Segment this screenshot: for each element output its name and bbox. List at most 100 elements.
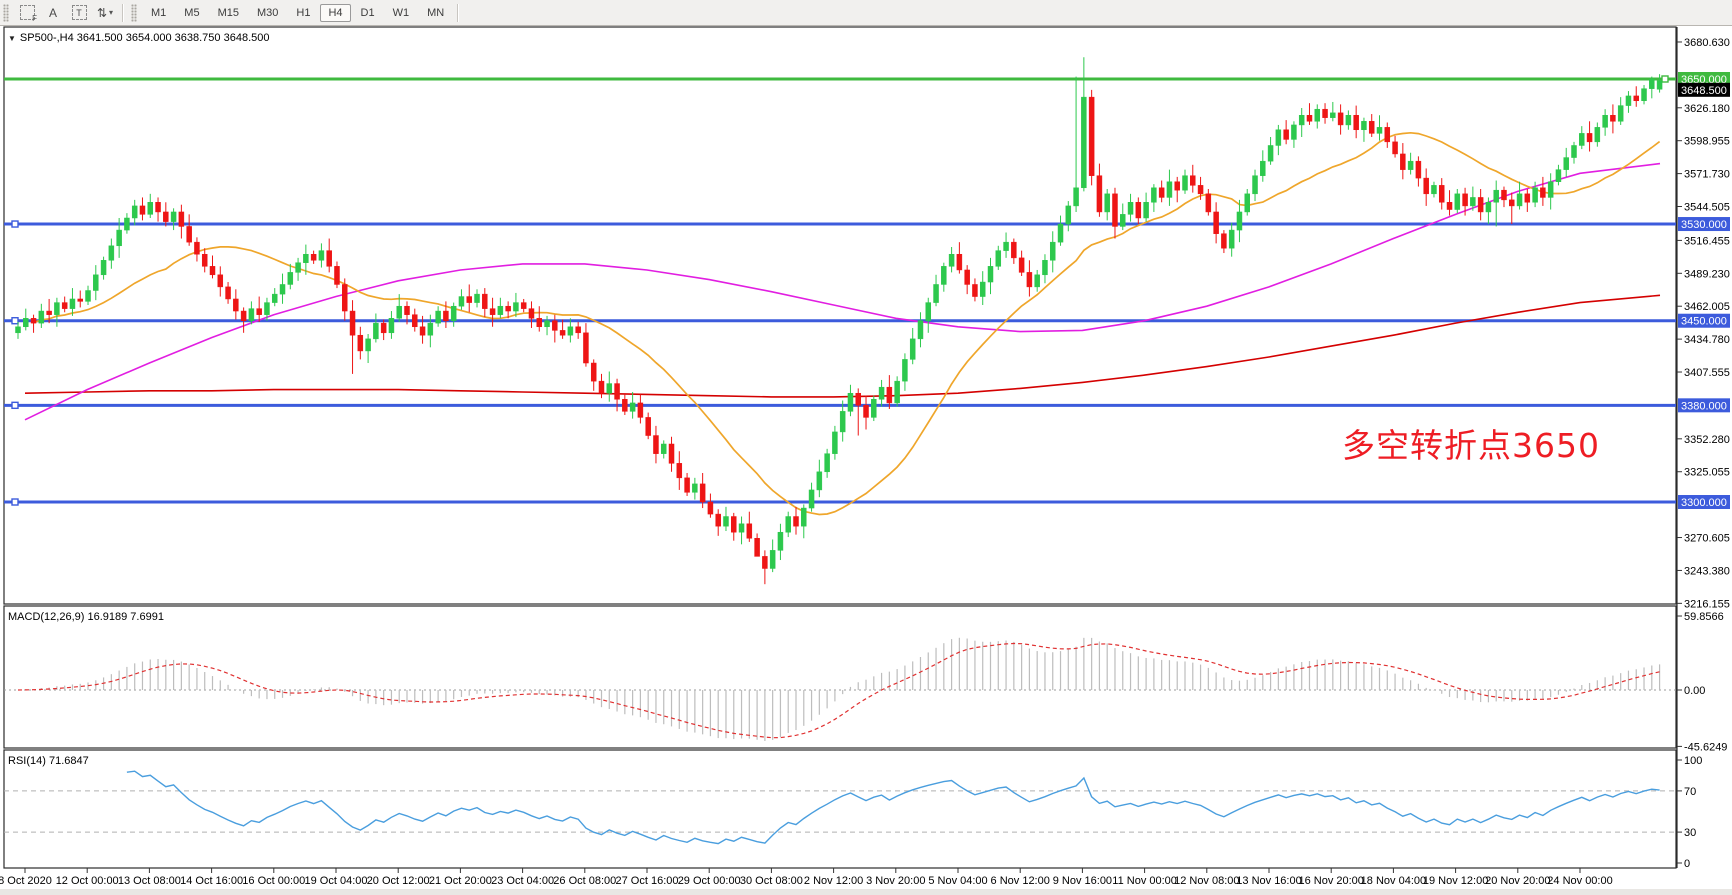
candle-body: [61, 302, 68, 309]
toolbar-gripper[interactable]: [3, 3, 9, 22]
candle-body: [676, 463, 683, 479]
candle-body: [925, 302, 932, 321]
timeframe-button-d1[interactable]: D1: [360, 6, 375, 19]
time-tick-label: 16 Oct 00:00: [242, 875, 305, 887]
candle-body: [1197, 185, 1204, 195]
time-axis: 8 Oct 2020 12 Oct 00:00 13 Oct 08:00 14 Oct…: [0, 868, 1613, 887]
timeframe-button-m5[interactable]: M5: [184, 6, 200, 19]
drawing-tools-group: F A T ⇅ ▾: [14, 2, 118, 24]
candle-body: [1236, 211, 1243, 231]
candle-body: [489, 308, 496, 315]
time-tick-label: 23 Oct 04:00: [491, 875, 554, 887]
candle-body: [894, 380, 900, 404]
candle-body: [1244, 193, 1250, 213]
candle-body: [217, 274, 224, 288]
candle-body: [1485, 202, 1492, 213]
timeframe-button-m30[interactable]: M30: [256, 6, 279, 19]
price-tick-label: 3626.180: [1684, 103, 1730, 115]
time-tick-label: 5 Nov 04:00: [928, 875, 987, 887]
candle-body: [1330, 112, 1336, 118]
text-label-a-icon[interactable]: A: [48, 5, 57, 20]
rsi-axis-label: 100: [1684, 755, 1702, 767]
time-tick-label: 11 Nov 00:00: [1112, 875, 1177, 887]
timeframe-button-m1[interactable]: M1: [151, 6, 167, 19]
candle-body: [948, 253, 955, 267]
candle-body: [1267, 145, 1274, 162]
candle-body: [707, 501, 714, 515]
candle-body: [450, 305, 457, 321]
rsi-axis-label: 70: [1684, 786, 1696, 798]
text-box-t-icon[interactable]: T: [67, 2, 91, 24]
symbol-ohlc-text: SP500-,H4 3641.500 3654.000 3638.750 364…: [19, 32, 270, 44]
candle-body: [1423, 177, 1429, 195]
timeframe-gripper[interactable]: [131, 3, 137, 22]
candle-body: [660, 443, 667, 454]
time-tick-label: 9 Nov 16:00: [1053, 875, 1112, 887]
candle-body: [1151, 187, 1157, 203]
horizontal-level-lines: [4, 75, 1676, 506]
candle-body: [1446, 202, 1453, 210]
candle-body: [1073, 187, 1079, 207]
toolbar: F A T ⇅ ▾ M1 M5 M15 M30 H1 H4 D1 W1 MN: [0, 0, 1732, 26]
indicator-box-f-icon[interactable]: F: [15, 2, 39, 24]
candle-body: [349, 310, 356, 336]
symbol-dropdown-icon[interactable]: ▼: [8, 33, 16, 43]
candle-body: [155, 202, 161, 213]
candle-body: [334, 266, 340, 285]
macd-axis-label: -45.6249: [1684, 741, 1727, 753]
candle-body: [1345, 115, 1352, 126]
time-tick-label: 13 Nov 16:00: [1236, 875, 1301, 887]
time-tick-label: 21 Oct 20:00: [429, 875, 492, 887]
candle-body: [629, 402, 636, 412]
candle-body: [1470, 197, 1476, 207]
level-price-badge-text: 3380.000: [1681, 400, 1727, 412]
candle-body: [209, 266, 216, 276]
timeframe-button-w1[interactable]: W1: [392, 6, 410, 19]
price-tick-label: 3571.730: [1684, 169, 1730, 181]
candle-body: [839, 411, 846, 433]
timeframe-button-mn[interactable]: MN: [427, 6, 445, 19]
candle-body: [909, 338, 916, 360]
level-handle-3450.000[interactable]: [11, 317, 19, 325]
chart-text-annotation[interactable]: 多空转折点3650: [1342, 426, 1600, 465]
candle-body: [1127, 202, 1134, 215]
candlesticks: [15, 57, 1663, 585]
candle-body: [995, 250, 1002, 267]
timeframe-button-h1[interactable]: H1: [296, 6, 311, 19]
level-handle-3650.000[interactable]: [1661, 75, 1669, 83]
candle-body: [170, 211, 177, 222]
price-tick-label: 3544.505: [1684, 202, 1730, 214]
candle-body: [777, 531, 784, 551]
candle-body: [1049, 241, 1056, 261]
candle-body: [1610, 115, 1616, 122]
candle-body: [801, 507, 807, 527]
candle-body: [1205, 193, 1212, 213]
candle-body: [1112, 193, 1118, 227]
candle-body: [93, 274, 99, 291]
timeframe-button-h4[interactable]: H4: [320, 3, 351, 22]
level-handle-3380.000[interactable]: [11, 401, 19, 410]
level-handle-3300.000[interactable]: [11, 498, 19, 506]
candle-body: [575, 326, 581, 334]
candle-body: [1415, 160, 1422, 179]
candle-body: [69, 298, 76, 309]
candle-body: [824, 453, 830, 473]
cycle-arrows-icon[interactable]: ⇅ ▾: [96, 5, 114, 20]
candle-body: [357, 334, 364, 352]
candle-body: [941, 266, 947, 285]
candle-body: [723, 516, 729, 527]
candle-body: [373, 322, 379, 340]
timeframe-button-m15[interactable]: M15: [217, 6, 239, 19]
time-tick-label: 8 Oct 2020: [0, 875, 52, 887]
price-tick-label: 3407.555: [1684, 367, 1730, 379]
time-tick-label: 26 Oct 08:00: [553, 875, 616, 887]
candle-body: [785, 516, 791, 533]
candle-body: [412, 314, 418, 328]
chart-title[interactable]: ▼ SP500-,H4 3641.500 3654.000 3638.750 3…: [8, 32, 269, 44]
candle-body: [855, 392, 861, 406]
price-tick-label: 3680.630: [1684, 37, 1730, 49]
candle-body: [303, 253, 309, 263]
level-handle-3530.000[interactable]: [11, 220, 19, 228]
time-tick-label: 16 Nov 20:00: [1298, 875, 1363, 887]
candle-body: [497, 305, 504, 315]
